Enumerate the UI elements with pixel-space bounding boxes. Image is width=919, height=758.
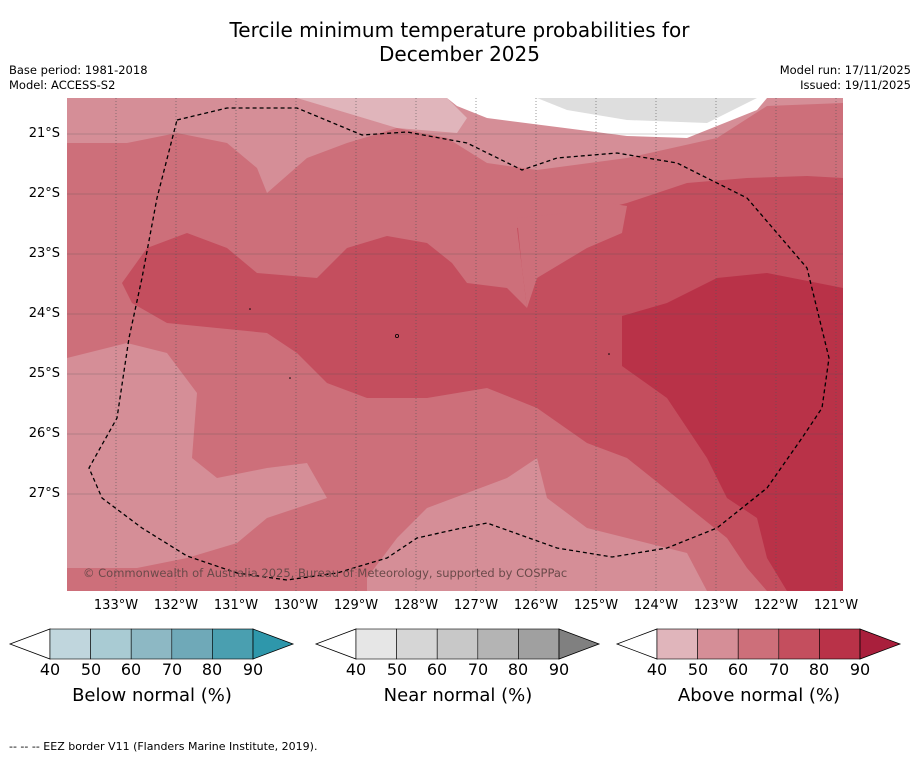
- lon-label: 132°W: [153, 598, 199, 613]
- tick-label: 80: [808, 660, 830, 679]
- island-mark: [289, 377, 291, 379]
- colorbar-above-segment: [656, 628, 698, 660]
- lat-label: 25°S: [28, 366, 60, 381]
- model-name: Model: ACCESS-S2: [9, 78, 116, 92]
- island-mark: [608, 353, 610, 355]
- base-period: Base period: 1981-2018: [9, 63, 148, 77]
- footer-note: -- -- -- EEZ border V11 (Flanders Marine…: [9, 740, 318, 753]
- colorbar-above-underflow-triangle: [615, 628, 658, 660]
- map-lat-gridlines: [67, 133, 843, 495]
- lon-label: 133°W: [93, 598, 139, 613]
- tick-label: 50: [386, 660, 408, 679]
- island-mark: [394, 333, 399, 338]
- island-mark: [249, 308, 251, 310]
- title-line-1: Tercile minimum temperature probabilitie…: [229, 18, 690, 42]
- tick-label: 90: [242, 660, 264, 679]
- map-region-50-60-bottom-mid: [367, 458, 707, 591]
- tick-label: 60: [727, 660, 749, 679]
- lon-label: 124°W: [633, 598, 679, 613]
- map-region-60-70-inner: [517, 203, 627, 308]
- title-line-2: December 2025: [379, 42, 540, 66]
- tick-label: 70: [161, 660, 183, 679]
- map-gridlines: [115, 98, 837, 591]
- issued-date: Issued: 19/11/2025: [800, 78, 911, 92]
- map-region-50-60-bottom-left: [67, 343, 327, 568]
- tick-label: 70: [467, 660, 489, 679]
- tick-label: 70: [768, 660, 790, 679]
- colorbar-below-overflow-triangle: [252, 628, 295, 660]
- tick-label: 90: [849, 660, 871, 679]
- lat-label: 24°S: [28, 306, 60, 321]
- copyright-notice: © Commonwealth of Australia 2025, Bureau…: [83, 566, 567, 580]
- colorbar-near-segment: [396, 628, 438, 660]
- lat-label: 27°S: [28, 486, 60, 501]
- colorbar-near-normal: [314, 628, 601, 660]
- tick-label: 60: [120, 660, 142, 679]
- tick-label: 90: [548, 660, 570, 679]
- chart-title: Tercile minimum temperature probabilitie…: [0, 18, 919, 66]
- tick-label: 60: [426, 660, 448, 679]
- colorbar-below-segment: [130, 628, 173, 660]
- colorbar-above-segment: [697, 628, 739, 660]
- colorbar-below-segment: [90, 628, 132, 660]
- colorbar-near-overflow-triangle: [558, 628, 601, 660]
- tick-label: 40: [345, 660, 367, 679]
- colorbar-above-segment: [819, 628, 861, 660]
- lon-label: 125°W: [573, 598, 619, 613]
- colorbar-below-normal: [8, 628, 295, 660]
- lat-label: 26°S: [28, 426, 60, 441]
- lon-label: 123°W: [693, 598, 739, 613]
- lon-label: 122°W: [753, 598, 799, 613]
- map-region-near-normal-top-grey: [537, 98, 757, 123]
- legend-label-near: Near normal (%): [383, 685, 533, 706]
- lon-label: 126°W: [513, 598, 559, 613]
- lat-label: 23°S: [28, 246, 60, 261]
- colorbar-near-segment: [355, 628, 397, 660]
- tick-label: 40: [646, 660, 668, 679]
- tick-label: 80: [507, 660, 529, 679]
- tick-label: 50: [80, 660, 102, 679]
- colorbar-near-segment: [518, 628, 560, 660]
- lon-label: 128°W: [393, 598, 439, 613]
- colorbar-near-segment: [477, 628, 519, 660]
- probability-map: © Commonwealth of Australia 2025, Bureau…: [67, 98, 843, 591]
- tick-label: 40: [39, 660, 61, 679]
- map-region-40-50-top: [297, 98, 467, 133]
- colorbar-below-underflow-triangle: [8, 628, 51, 660]
- colorbar-near-segment: [436, 628, 479, 660]
- tick-label: 80: [201, 660, 223, 679]
- legend-label-below: Below normal (%): [72, 685, 232, 706]
- colorbar-above-segment: [778, 628, 820, 660]
- colorbar-near-underflow-triangle: [314, 628, 357, 660]
- lat-label: 22°S: [28, 186, 60, 201]
- map-region-70-80-core: [122, 176, 843, 591]
- map-region-80-90-east: [622, 273, 843, 591]
- lon-label: 121°W: [813, 598, 859, 613]
- meta-right: Model run: 17/11/2025 Issued: 19/11/2025: [780, 63, 911, 93]
- meta-left: Base period: 1981-2018 Model: ACCESS-S2: [9, 63, 148, 93]
- lon-label: 127°W: [453, 598, 499, 613]
- lon-label: 130°W: [273, 598, 319, 613]
- lat-label: 21°S: [28, 126, 60, 141]
- lon-label: 131°W: [213, 598, 259, 613]
- colorbar-above-normal: [615, 628, 902, 660]
- colorbar-below-segment: [212, 628, 254, 660]
- colorbar-above-overflow-triangle: [859, 628, 902, 660]
- legend-label-above: Above normal (%): [677, 685, 841, 706]
- colorbar-below-segment: [171, 628, 213, 660]
- model-run: Model run: 17/11/2025: [779, 63, 911, 77]
- colorbar-below-segment: [49, 628, 91, 660]
- lon-label: 129°W: [333, 598, 379, 613]
- eez-border: [88, 107, 830, 581]
- colorbar-above-segment: [737, 628, 780, 660]
- tick-label: 50: [687, 660, 709, 679]
